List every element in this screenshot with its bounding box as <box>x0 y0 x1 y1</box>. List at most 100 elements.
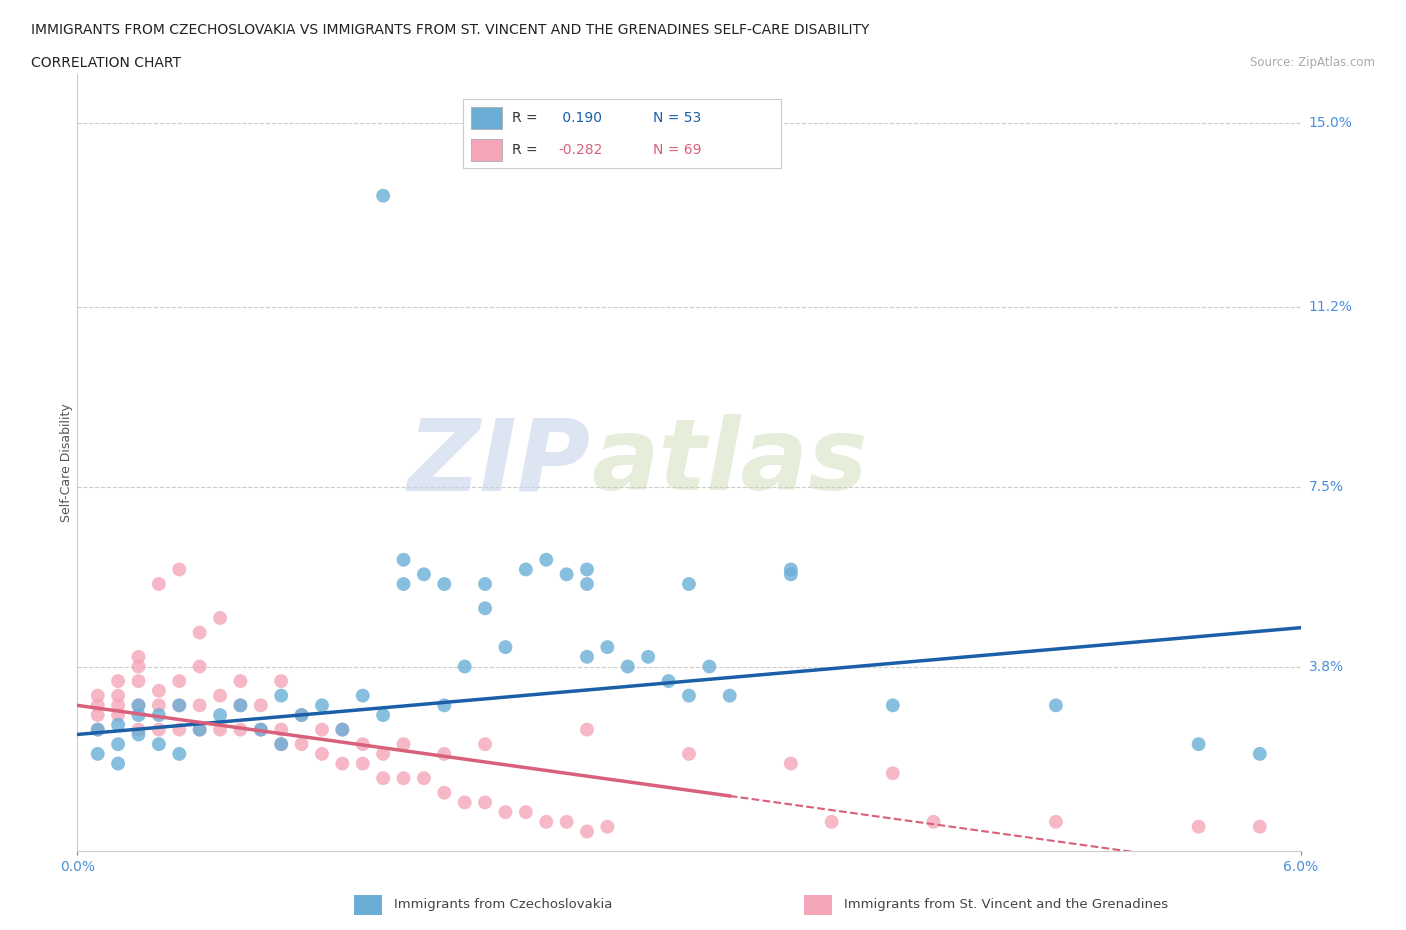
Point <box>169 698 191 712</box>
Point <box>637 649 659 664</box>
Point <box>392 552 415 567</box>
Point <box>128 708 150 723</box>
Point <box>87 698 110 712</box>
Text: 11.2%: 11.2% <box>1309 300 1353 314</box>
Text: ZIP: ZIP <box>408 414 591 512</box>
Text: 3.8%: 3.8% <box>1309 659 1344 673</box>
Point <box>515 562 537 577</box>
Point <box>87 747 110 762</box>
Point <box>678 688 700 703</box>
Point <box>188 625 211 640</box>
Point <box>454 659 477 674</box>
Text: Immigrants from Czechoslovakia: Immigrants from Czechoslovakia <box>394 898 612 911</box>
Point <box>311 747 333 762</box>
Point <box>1045 815 1067 830</box>
Point <box>474 601 496 616</box>
Point <box>188 723 211 737</box>
Point <box>515 804 537 819</box>
Point <box>1188 737 1211 751</box>
Point <box>87 723 110 737</box>
Point <box>371 771 394 786</box>
Point <box>148 723 170 737</box>
Point <box>229 698 252 712</box>
Point <box>371 708 394 723</box>
Point <box>392 577 415 591</box>
Point <box>250 723 273 737</box>
Point <box>188 698 211 712</box>
Point <box>169 673 191 688</box>
Point <box>392 771 415 786</box>
Point <box>433 747 456 762</box>
Point <box>454 795 477 810</box>
Point <box>536 815 558 830</box>
Point <box>780 562 803 577</box>
Point <box>128 649 150 664</box>
Point <box>169 562 191 577</box>
Point <box>250 723 273 737</box>
Point <box>229 673 252 688</box>
Point <box>576 577 599 591</box>
Point <box>107 698 129 712</box>
Point <box>169 698 191 712</box>
Point <box>699 659 721 674</box>
Text: Immigrants from St. Vincent and the Grenadines: Immigrants from St. Vincent and the Gren… <box>844 898 1168 911</box>
Point <box>352 756 374 771</box>
Point <box>495 640 517 655</box>
Text: IMMIGRANTS FROM CZECHOSLOVAKIA VS IMMIGRANTS FROM ST. VINCENT AND THE GRENADINES: IMMIGRANTS FROM CZECHOSLOVAKIA VS IMMIGR… <box>31 23 869 37</box>
Point <box>821 815 844 830</box>
Point <box>209 688 232 703</box>
Point <box>882 698 904 712</box>
Point <box>87 723 110 737</box>
Point <box>371 188 394 203</box>
Point <box>107 737 129 751</box>
Point <box>107 708 129 723</box>
Point <box>87 688 110 703</box>
Point <box>474 795 496 810</box>
Point <box>658 673 681 688</box>
Text: atlas: atlas <box>591 414 868 512</box>
Point <box>1188 819 1211 834</box>
Point <box>291 737 314 751</box>
Point <box>371 747 394 762</box>
Point <box>332 756 354 771</box>
Point <box>107 756 129 771</box>
Point <box>555 815 578 830</box>
Point <box>922 815 945 830</box>
Point <box>270 737 292 751</box>
Y-axis label: Self-Care Disability: Self-Care Disability <box>60 404 73 522</box>
Point <box>169 723 191 737</box>
Point <box>413 771 436 786</box>
Point <box>617 659 640 674</box>
Point <box>270 737 292 751</box>
Point <box>291 708 314 723</box>
Text: CORRELATION CHART: CORRELATION CHART <box>31 56 181 70</box>
Point <box>576 649 599 664</box>
Point <box>718 688 741 703</box>
Point <box>188 659 211 674</box>
Point <box>413 567 436 582</box>
Point <box>576 824 599 839</box>
Point <box>495 804 517 819</box>
Point <box>87 708 110 723</box>
Text: 7.5%: 7.5% <box>1309 480 1344 494</box>
Point <box>332 723 354 737</box>
Point <box>107 673 129 688</box>
Point <box>311 698 333 712</box>
Point <box>1249 819 1271 834</box>
Point <box>250 698 273 712</box>
Point <box>536 552 558 567</box>
Point <box>678 747 700 762</box>
Point <box>229 698 252 712</box>
Text: 15.0%: 15.0% <box>1309 116 1353 130</box>
Point <box>780 756 803 771</box>
Point <box>596 819 619 834</box>
Point <box>128 698 150 712</box>
Point <box>209 708 232 723</box>
Text: Source: ZipAtlas.com: Source: ZipAtlas.com <box>1250 56 1375 69</box>
Point <box>576 723 599 737</box>
Point <box>148 577 170 591</box>
Point <box>270 673 292 688</box>
Point <box>555 567 578 582</box>
Point <box>392 737 415 751</box>
Point <box>474 577 496 591</box>
